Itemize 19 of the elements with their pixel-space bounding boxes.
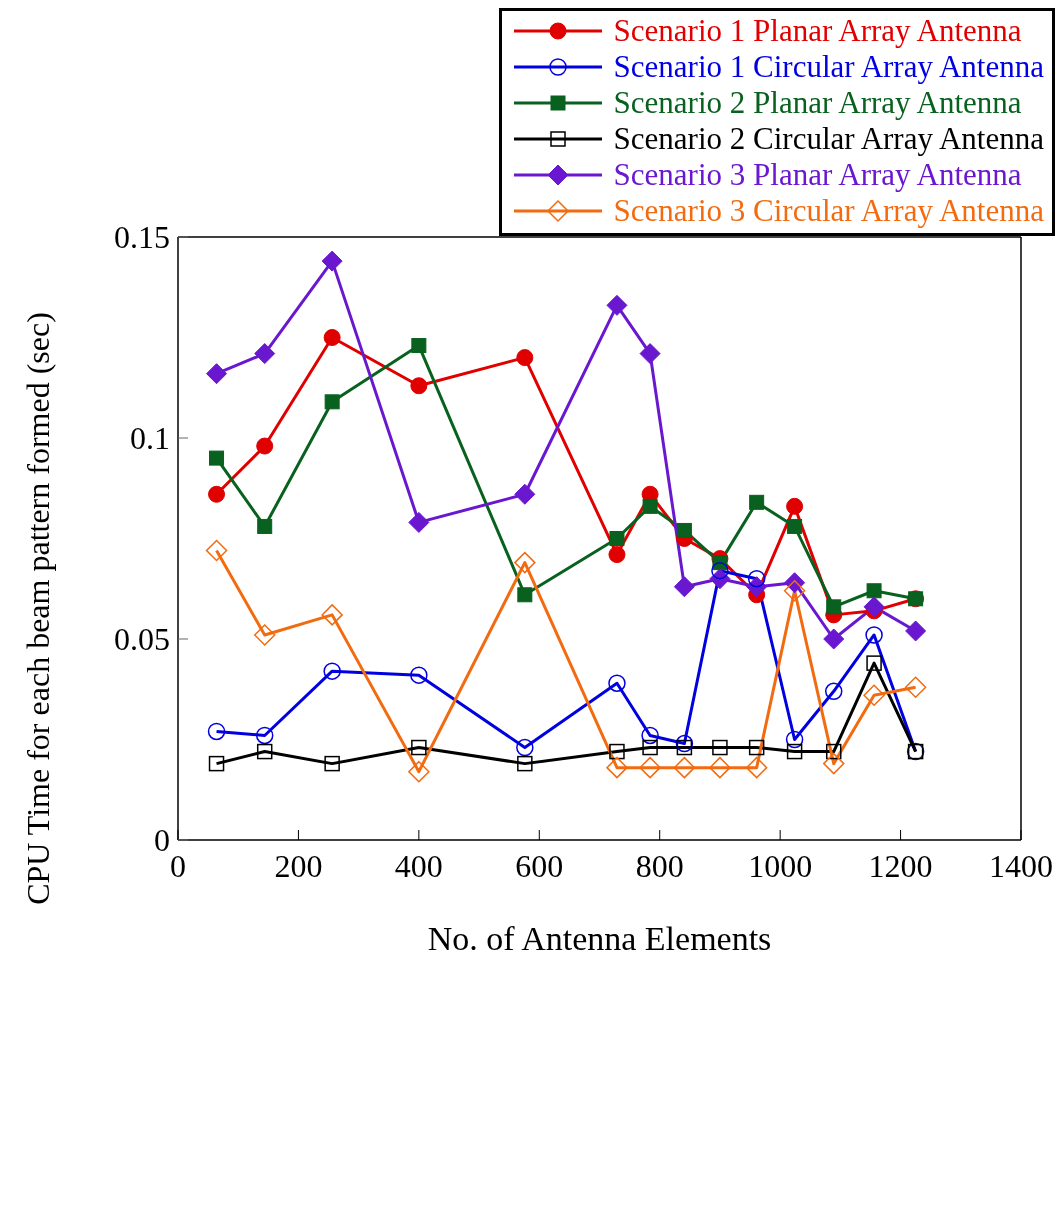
x-tick-label: 1000 (748, 847, 813, 884)
legend-label: Scenario 2 Circular Array Antenna (613, 121, 1044, 157)
legend-label: Scenario 3 Planar Array Antenna (613, 157, 1022, 193)
legend-label: Scenario 1 Circular Array Antenna (613, 49, 1044, 85)
legend-label: Scenario 1 Planar Array Antenna (613, 13, 1022, 49)
x-tick-label: 1400 (989, 847, 1053, 884)
x-tick-label: 1200 (868, 847, 933, 884)
y-tick-label: 0.05 (114, 621, 170, 658)
y-tick-label: 0 (154, 822, 170, 859)
x-tick-label: 400 (394, 847, 443, 884)
y-tick-label: 0.1 (130, 420, 170, 457)
x-tick-label: 600 (515, 847, 564, 884)
x-tick-label: 200 (274, 847, 323, 884)
legend-label: Scenario 3 Circular Array Antenna (613, 193, 1044, 229)
legend-label: Scenario 2 Planar Array Antenna (613, 85, 1022, 121)
x-tick-label: 800 (635, 847, 684, 884)
y-tick-label: 0.15 (114, 219, 170, 256)
x-axis-title: No. of Antenna Elements (427, 920, 772, 957)
y-axis-title: CPU Time for each beam pattern formed (sec) (19, 311, 57, 905)
